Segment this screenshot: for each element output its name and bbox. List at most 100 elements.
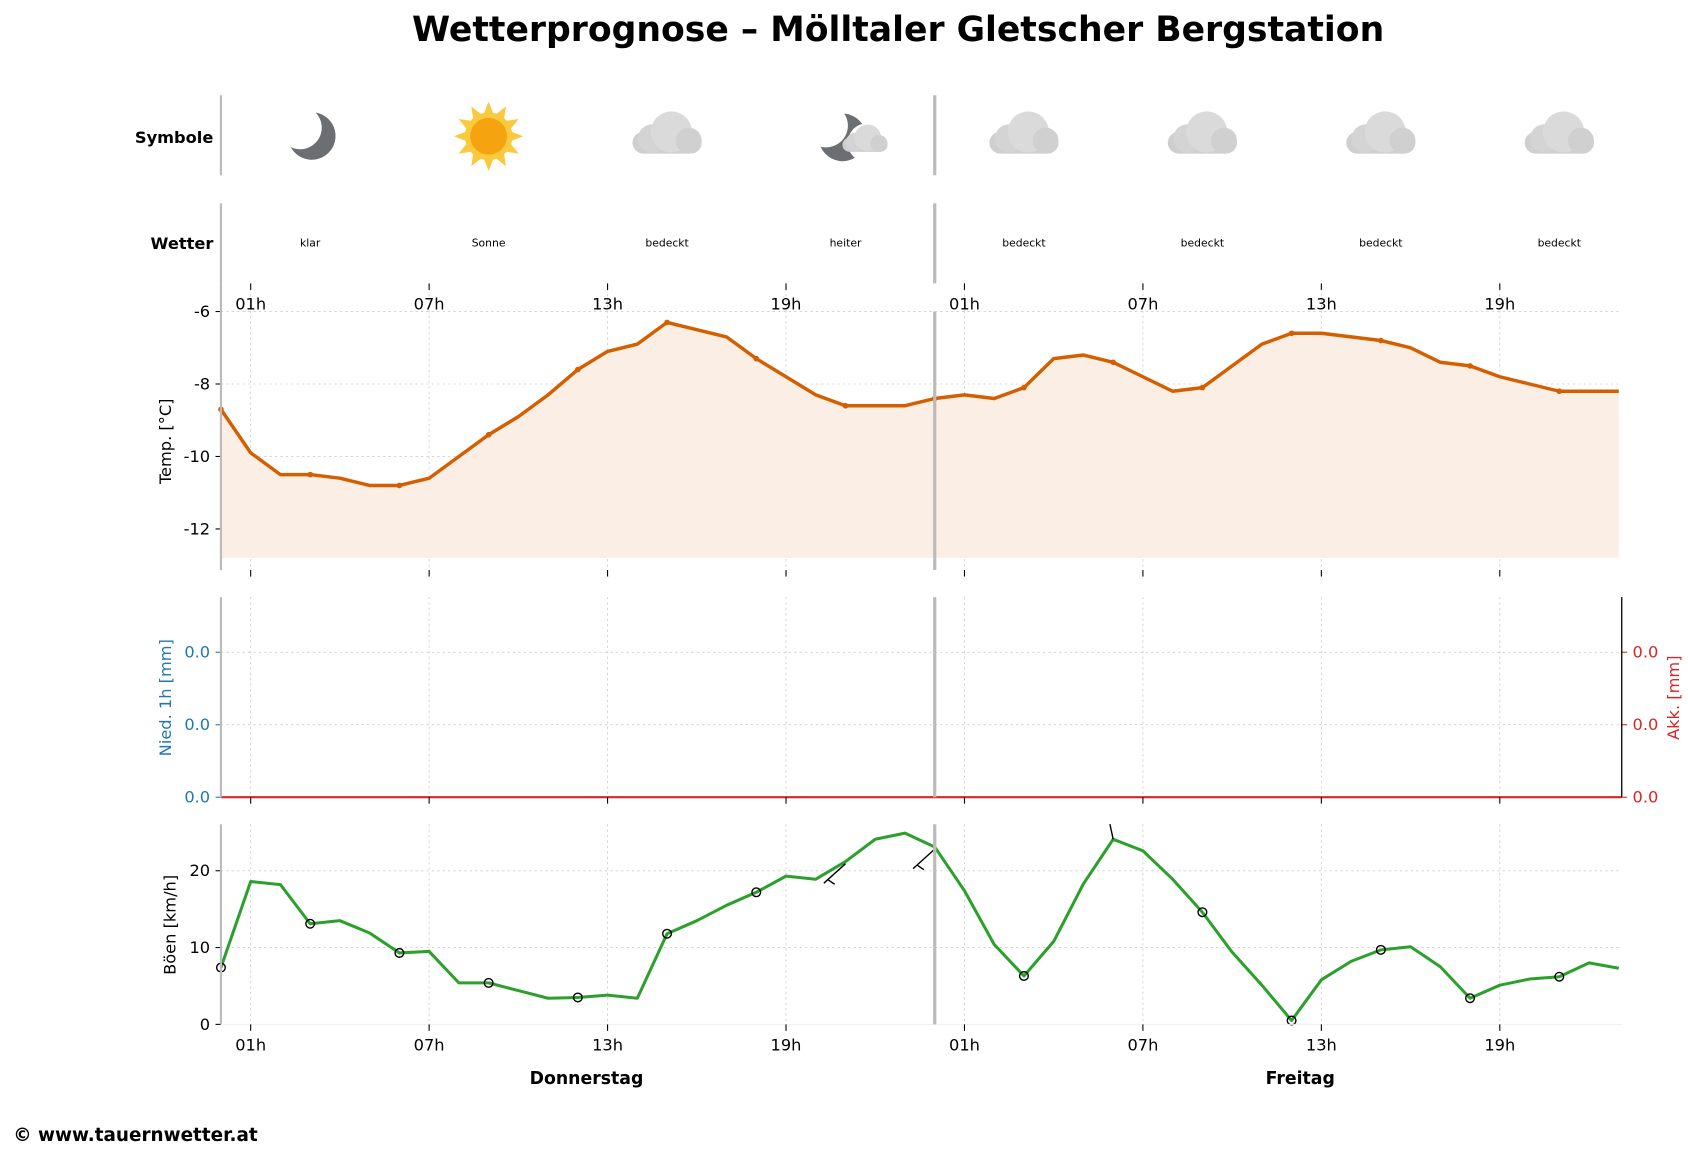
barb-staff xyxy=(823,863,846,884)
calm-wind-marker xyxy=(1018,970,1029,982)
y-tick-label-right: 0.0 xyxy=(1633,643,1659,662)
calm-wind-marker xyxy=(1375,944,1386,955)
cloud-icon xyxy=(1167,111,1238,154)
barb-flag xyxy=(917,864,925,871)
x-tick-label: 01h xyxy=(235,294,266,313)
barb-staff xyxy=(1109,823,1114,840)
cloud-icon xyxy=(632,111,702,154)
barb-staff xyxy=(912,848,936,870)
y-axis-label: Temp. [°C] xyxy=(156,399,175,486)
temperature-panel: -6 -8 -10 -12 01h 07h 13h 19h 01h 07h 13h 19h Temp. … xyxy=(156,283,1622,577)
cloud-shape xyxy=(1167,111,1238,154)
sun-ray xyxy=(471,151,483,167)
y-tick-label: -12 xyxy=(184,519,211,538)
moon-cloud-icon xyxy=(820,113,888,163)
y-tick-label-right: 0.0 xyxy=(1633,788,1659,807)
moon-icon xyxy=(290,112,336,160)
temperature-point xyxy=(1021,384,1027,391)
temperature-point xyxy=(396,482,403,489)
day-label: Freitag xyxy=(1266,1069,1335,1089)
wind-barb-icon xyxy=(1109,823,1114,840)
cloud-shape xyxy=(989,111,1059,154)
calm-wind-marker xyxy=(1554,971,1565,982)
calm-wind-marker xyxy=(1197,907,1208,918)
y-axis-label: Böen [km/h] xyxy=(161,875,180,975)
cloud-puff xyxy=(870,134,888,152)
weather-text: bedeckt xyxy=(1181,237,1224,250)
precipitation-panel: 0.0 0.0 0.0 0.0 0.0 0.0 Nied. 1h [mm] Akk. [mm] xyxy=(156,597,1683,807)
cloud-puff xyxy=(1389,127,1416,154)
sun-ray xyxy=(458,118,474,131)
x-tick-label: 07h xyxy=(1127,294,1158,313)
x-tick-label: 19h xyxy=(771,294,802,313)
weather-text: bedeckt xyxy=(1538,237,1581,250)
temperature-point xyxy=(485,431,492,438)
y-tick-label: 20 xyxy=(189,861,210,880)
cloud-shape xyxy=(1524,111,1594,154)
sun-icon xyxy=(453,101,524,171)
cloud-icon xyxy=(1346,111,1416,154)
x-tick-label: 19h xyxy=(771,1035,802,1054)
weather-row-label: Wetter xyxy=(151,234,214,253)
cloud-puff xyxy=(1567,127,1594,154)
cloud-puff xyxy=(1032,127,1059,154)
x-tick-label: 01h xyxy=(949,294,980,313)
weather-text: bedeckt xyxy=(1002,237,1045,250)
moon-shape xyxy=(290,112,336,160)
calm-wind-marker xyxy=(662,928,673,939)
cloud-icon xyxy=(1524,111,1594,154)
cloud-shape xyxy=(842,124,888,152)
y-tick-label: -10 xyxy=(184,447,211,466)
x-tick-label: 01h xyxy=(949,1035,980,1054)
sun-ray xyxy=(494,106,506,121)
x-tick-label: 13h xyxy=(1306,1035,1337,1054)
y-tick-label-right: 0.0 xyxy=(1633,715,1659,734)
cloud-shape xyxy=(632,111,702,154)
temperature-point xyxy=(1378,337,1384,344)
day-label: Donnerstag xyxy=(530,1069,644,1089)
x-tick-label: 13h xyxy=(592,294,623,313)
sun-ray xyxy=(504,142,519,154)
temperature-point xyxy=(753,355,760,362)
x-tick-label: 01h xyxy=(235,1035,266,1054)
symbol-weather-rows: Symbole Wetter klar Sonne bedeckt heiter bedec… xyxy=(135,95,1594,284)
temperature-point xyxy=(1199,384,1206,391)
sun-ray xyxy=(453,130,468,142)
calm-wind-marker xyxy=(751,887,762,898)
y-tick-label-left: 0.0 xyxy=(184,643,210,662)
y-tick-label: 10 xyxy=(189,938,210,957)
temperature-point xyxy=(1288,330,1295,337)
x-tick-label: 07h xyxy=(1127,1035,1158,1054)
sun-ray xyxy=(494,151,506,167)
calm-wind-marker xyxy=(483,977,494,988)
sun-ray xyxy=(509,130,524,142)
symbols-row-label: Symbole xyxy=(135,128,213,147)
chart-title: Wetterprognose – Mölltaler Gletscher Ber… xyxy=(412,10,1384,50)
sun-ray xyxy=(504,118,519,131)
sun-ray xyxy=(483,101,494,116)
wind-barb-icon xyxy=(912,848,936,871)
y-tick-label-left: 0.0 xyxy=(184,715,210,734)
temperature-point xyxy=(1467,363,1473,369)
temperature-point xyxy=(842,402,849,409)
weather-text: bedeckt xyxy=(645,237,688,250)
x-tick-label: 13h xyxy=(592,1035,623,1054)
gust-panel: 0 10 20 01h 07h 13h 19h 01h 07h 13h 19h Donnerstag F… xyxy=(161,823,1622,1089)
cloud-puff xyxy=(675,127,702,154)
x-tick-label: 13h xyxy=(1306,294,1337,313)
x-tick-label: 19h xyxy=(1484,294,1515,313)
wind-barb-icon xyxy=(823,863,846,885)
gust-line xyxy=(219,831,1620,1023)
y-axis-label-right: Akk. [mm] xyxy=(1664,655,1683,739)
temperature-point xyxy=(575,366,581,373)
weather-text: Sonne xyxy=(472,237,506,250)
calm-wind-marker xyxy=(394,947,405,958)
weather-text: klar xyxy=(300,237,321,250)
sun-ray xyxy=(483,157,494,171)
y-tick-label: 0 xyxy=(200,1015,210,1034)
temperature-point xyxy=(1556,388,1563,395)
x-tick-label: 19h xyxy=(1484,1035,1515,1054)
y-tick-label: -8 xyxy=(194,374,210,393)
x-tick-label: 07h xyxy=(414,294,445,313)
sun-ray xyxy=(458,142,474,154)
